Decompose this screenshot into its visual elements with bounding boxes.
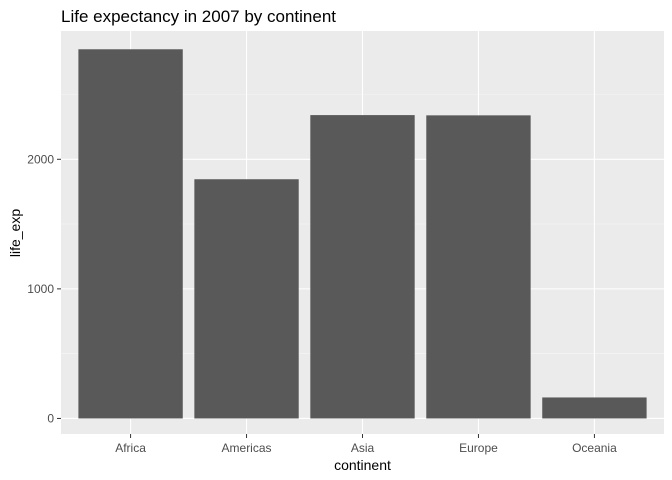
- bar-africa: [78, 49, 183, 419]
- y-axis: 0 1000 2000: [27, 152, 61, 425]
- bars: [78, 49, 647, 419]
- bar-asia: [310, 115, 415, 419]
- plot-panel: [61, 31, 664, 434]
- bar-americas: [194, 179, 299, 419]
- y-axis-title: life_exp: [7, 209, 23, 257]
- chart-title: Life expectancy in 2007 by continent: [61, 7, 336, 26]
- x-tick-label: Europe: [459, 441, 498, 455]
- x-tick-label: Africa: [115, 441, 146, 455]
- x-axis: Africa Americas Asia Europe Oceania: [115, 434, 617, 455]
- x-tick-label: Oceania: [572, 441, 617, 455]
- y-tick-label: 1000: [27, 282, 54, 296]
- bar-europe: [426, 115, 531, 419]
- bar-oceania: [542, 397, 647, 419]
- x-axis-title: continent: [334, 457, 391, 473]
- x-tick-label: Americas: [222, 441, 272, 455]
- y-tick-label: 2000: [27, 152, 54, 166]
- x-tick-label: Asia: [351, 441, 375, 455]
- y-tick-label: 0: [47, 411, 54, 425]
